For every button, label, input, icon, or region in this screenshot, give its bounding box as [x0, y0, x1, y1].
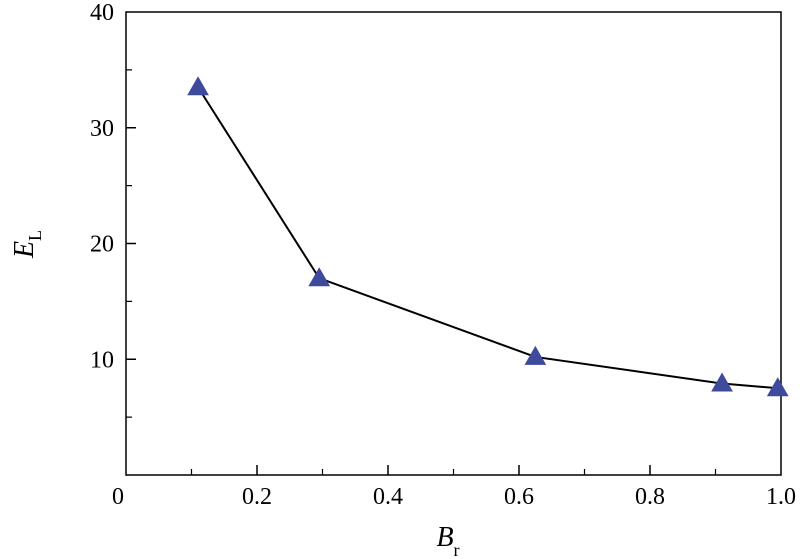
y-axis-label-subscript: L — [25, 230, 45, 241]
x-axis-label-subscript: r — [454, 540, 460, 559]
x-axis-label: Br — [436, 522, 459, 559]
y-tick-label: 30 — [90, 116, 114, 142]
x-axis-ticks: 0 0.2 0.4 0.6 0.8 1.0 — [112, 465, 796, 510]
data-point-marker — [766, 377, 789, 397]
y-tick-label: 20 — [90, 232, 114, 258]
y-axis-label: EL — [9, 230, 45, 259]
x-tick-label: 0 — [112, 484, 124, 510]
x-tick-label: 0.4 — [373, 484, 403, 510]
data-point-marker — [187, 76, 209, 96]
data-point-marker — [524, 345, 547, 365]
data-point-marker — [711, 372, 733, 392]
y-axis-label-main: E — [9, 241, 40, 259]
y-tick-label: 10 — [90, 347, 114, 373]
plot-frame — [125, 11, 782, 476]
x-tick-label: 1.0 — [766, 484, 796, 510]
y-axis-ticks: 10 20 30 40 — [90, 0, 136, 418]
x-tick-label: 0.2 — [242, 484, 272, 510]
y-tick-label: 40 — [90, 0, 114, 26]
series-layer — [187, 76, 789, 397]
series-line — [197, 86, 778, 390]
x-axis-label-main: B — [436, 522, 453, 553]
x-tick-label: 0.8 — [635, 484, 665, 510]
data-point-marker — [308, 267, 331, 287]
x-tick-label: 0.6 — [504, 484, 534, 510]
